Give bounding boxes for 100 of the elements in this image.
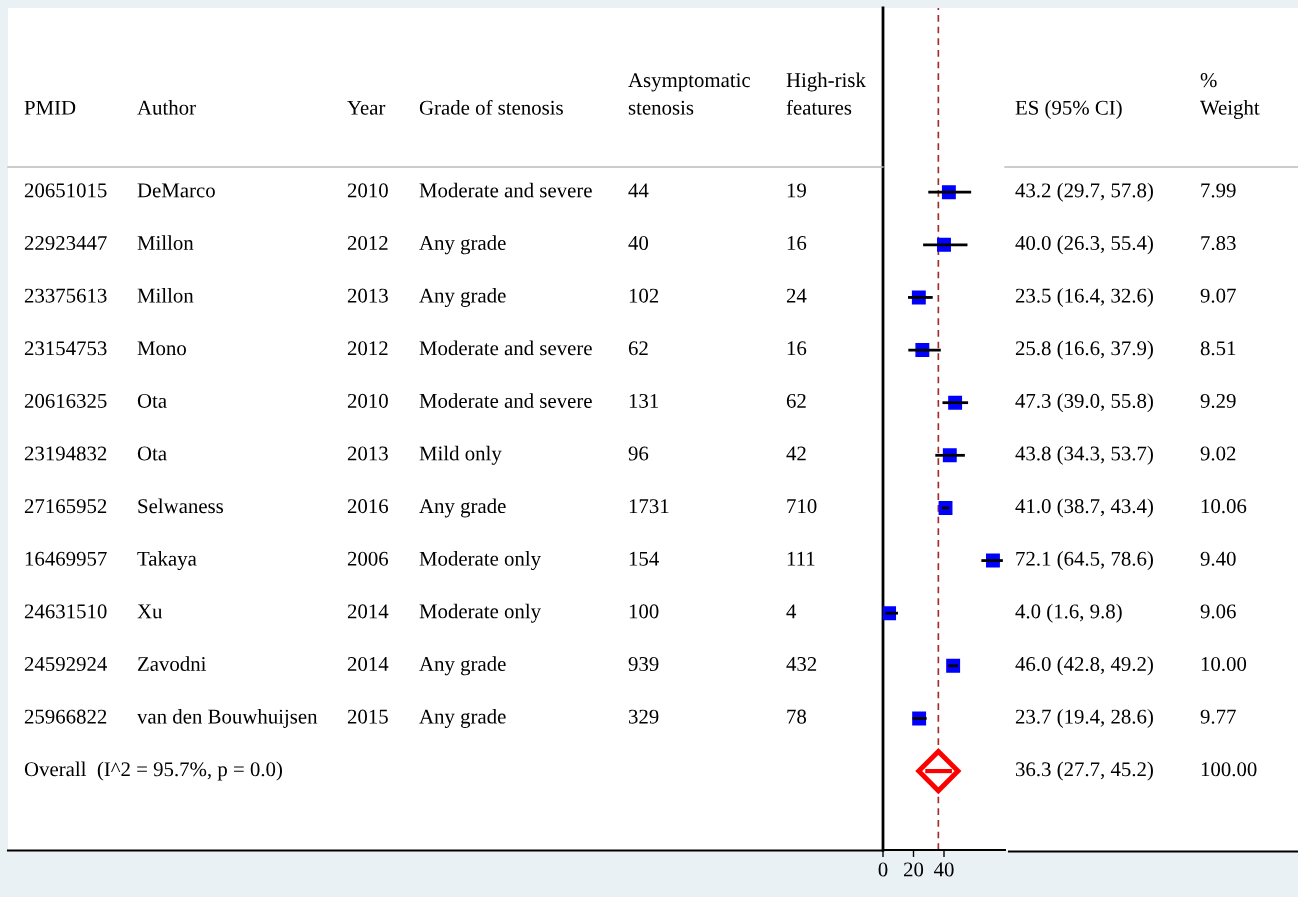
text: Ota: [137, 393, 167, 408]
text: 2014: [347, 604, 389, 619]
text: 2013: [347, 288, 388, 303]
text: 9.40: [1200, 551, 1236, 566]
text: Any grade: [419, 235, 506, 255]
category-label: ES (95% CI): [1015, 100, 1122, 119]
text: 23375613: [24, 288, 107, 303]
text: 43.2 (29.7, 57.8): [1015, 182, 1153, 202]
text: 2015: [347, 709, 388, 724]
text: 16469957: [25, 551, 107, 566]
text: 102: [629, 288, 659, 303]
text: Any grade: [419, 708, 506, 728]
text: 78: [787, 709, 807, 724]
text: Any grade: [419, 498, 506, 518]
text: 10.00: [1201, 656, 1247, 672]
text: 72.1 (64.5, 78.6): [1016, 551, 1153, 571]
text: 100.00: [1201, 762, 1257, 777]
text: 23154753: [24, 341, 107, 356]
text: Any grade: [419, 287, 506, 307]
category-label: Author: [137, 100, 196, 115]
text: 24631510: [24, 604, 107, 619]
category-label: Asymptomatic stenosis: [628, 73, 751, 115]
text: 7.83: [1201, 235, 1236, 251]
text: 42: [786, 446, 806, 461]
text: DeMarco: [137, 183, 215, 198]
text: Mild only: [419, 445, 502, 465]
text: 20616325: [24, 393, 107, 408]
text: 2010: [347, 183, 388, 198]
text: 2013: [347, 446, 388, 461]
text: 329: [629, 709, 659, 724]
text: 100: [629, 604, 659, 619]
category-label: Grade of stenosis: [419, 99, 563, 115]
text: 2006: [347, 551, 389, 566]
text: 9.07: [1200, 288, 1236, 303]
category-label: High-risk features: [786, 72, 866, 115]
text: 131: [629, 393, 658, 408]
text: 25966822: [24, 709, 107, 724]
text: 20651015: [24, 183, 107, 198]
text: 46.0 (42.8, 49.2): [1015, 656, 1153, 676]
text: 10.06: [1201, 499, 1247, 514]
text: Any grade: [419, 656, 506, 676]
text: 7.99: [1201, 183, 1236, 198]
text: Mono: [137, 341, 186, 356]
text: 2010: [347, 393, 388, 408]
text: van den Bouwhuijsen: [137, 708, 318, 728]
x-tick-label: 20: [904, 862, 924, 877]
text: 40: [628, 235, 649, 251]
text: 44: [628, 183, 649, 198]
text: Moderate only: [419, 603, 541, 623]
text: Millon: [137, 235, 194, 251]
text: Selwaness: [138, 498, 224, 514]
text: 432: [786, 657, 817, 672]
text: 23194832: [24, 446, 107, 461]
text: 16: [787, 341, 807, 356]
text: 4.0 (1.6, 9.8): [1015, 603, 1122, 623]
text: 62: [628, 341, 648, 356]
text: 2012: [347, 235, 388, 251]
text: 1731: [629, 499, 669, 514]
category-label: Year: [347, 100, 386, 115]
text: 16: [787, 236, 807, 251]
text: Takaya: [137, 551, 197, 571]
text: Moderate and severe: [419, 182, 592, 198]
text: 2012: [347, 341, 388, 356]
text: 24: [786, 288, 807, 303]
text: 710: [787, 499, 817, 514]
text: 4: [786, 604, 797, 619]
category-label: % Weight: [1200, 73, 1260, 119]
text: Overall (I^2 = 95.7%, p = 0.0): [24, 761, 282, 781]
text: 62: [786, 393, 806, 408]
category-label: PMID: [24, 100, 76, 115]
text: 2014: [347, 656, 389, 672]
text: 9.06: [1200, 604, 1236, 619]
text: 2016: [347, 499, 389, 514]
text: 43.8 (34.3, 53.7): [1015, 445, 1153, 465]
text: 23.5 (16.4, 32.6): [1015, 287, 1153, 307]
text: 8.51: [1200, 341, 1236, 356]
text: 96: [628, 446, 649, 461]
text: Ota: [137, 446, 167, 461]
text: 9.77: [1200, 709, 1236, 724]
text: 36.3 (27.7, 45.2): [1016, 761, 1153, 781]
text: 9.29: [1200, 393, 1236, 408]
text: 23.7 (19.4, 28.6): [1015, 708, 1153, 728]
text: Xu: [137, 604, 163, 619]
text: Moderate only: [419, 551, 541, 571]
text: 9.02: [1200, 446, 1236, 461]
text: Moderate and severe: [419, 340, 592, 356]
text: Moderate and severe: [419, 393, 592, 408]
text: 22923447: [24, 236, 107, 251]
text: 27165952: [24, 499, 107, 514]
text: 47.3 (39.0, 55.8): [1015, 393, 1153, 413]
x-tick-label: 40: [933, 862, 954, 877]
text: 111: [787, 551, 815, 566]
text: 25.8 (16.6, 37.9): [1015, 340, 1153, 360]
text: 40.0 (26.3, 55.4): [1015, 235, 1153, 255]
text: 24592924: [24, 657, 108, 672]
text: 154: [629, 551, 659, 566]
text: Millon: [137, 287, 194, 303]
point: [938, 500, 953, 515]
text: Zavodni: [138, 656, 207, 672]
x-tick-label: 0: [878, 862, 888, 877]
